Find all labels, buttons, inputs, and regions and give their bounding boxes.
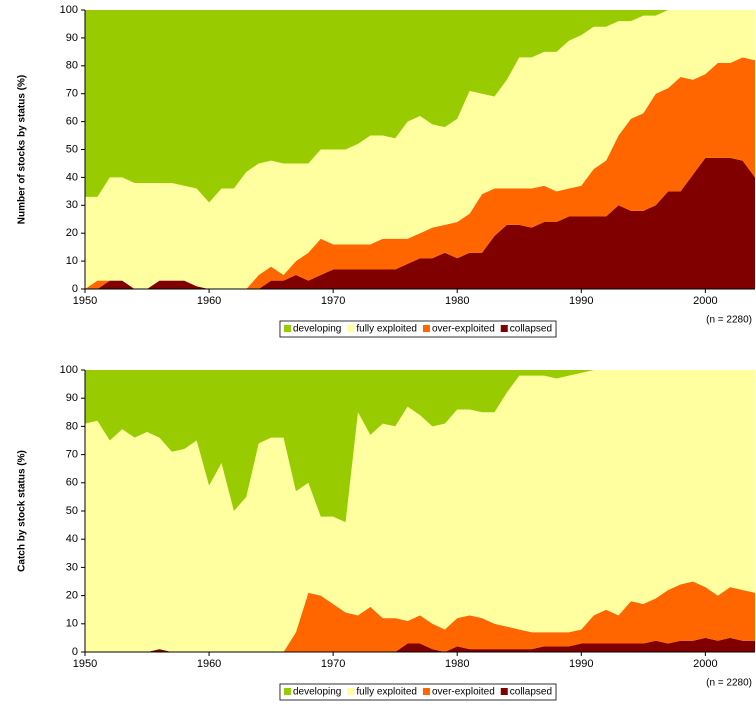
y-tick-label: 20 xyxy=(66,590,78,602)
y-tick-label: 10 xyxy=(66,255,78,267)
x-tick-label: 1950 xyxy=(73,295,97,307)
y-tick-label: 10 xyxy=(66,618,78,630)
y-tick-label: 40 xyxy=(66,533,78,545)
y-tick-label: 30 xyxy=(66,561,78,573)
x-tick-label: 1970 xyxy=(321,658,345,670)
y-axis-label: Catch by stock status (%) xyxy=(17,450,28,572)
legend-swatch xyxy=(500,325,508,332)
legend-swatch xyxy=(422,325,430,332)
legend-label: developing xyxy=(293,687,341,698)
x-tick-label: 1960 xyxy=(197,658,221,670)
y-axis-label: Number of stocks by status (%) xyxy=(17,75,28,224)
legend-swatch xyxy=(283,325,291,332)
y-tick-label: 20 xyxy=(66,227,78,239)
area xyxy=(85,370,755,652)
area xyxy=(85,581,755,652)
y-tick-label: 50 xyxy=(66,143,78,155)
annotation: (n = 2280) xyxy=(706,315,752,326)
legend-swatch xyxy=(347,325,355,332)
legend-swatch xyxy=(500,688,508,695)
y-tick-label: 30 xyxy=(66,199,78,211)
legend-label: fully exploited xyxy=(356,324,417,335)
x-tick-label: 2000 xyxy=(693,658,717,670)
area xyxy=(85,10,755,203)
y-tick-label: 100 xyxy=(60,4,78,16)
y-tick-label: 80 xyxy=(66,60,78,72)
legend-swatch xyxy=(283,688,291,695)
legend-label: over-exploited xyxy=(432,324,495,335)
x-tick-label: 1970 xyxy=(321,295,345,307)
area xyxy=(85,10,755,289)
legend-label: over-exploited xyxy=(432,687,495,698)
legend-label: developing xyxy=(293,324,341,335)
legend: developing fully exploited over-exploited c… xyxy=(279,683,557,701)
area xyxy=(85,370,755,523)
y-tick-label: 50 xyxy=(66,505,78,517)
legend-label: collapsed xyxy=(510,324,552,335)
x-tick-label: 1990 xyxy=(569,295,593,307)
x-tick-label: 1980 xyxy=(445,658,469,670)
area xyxy=(85,57,755,290)
x-tick-label: 1980 xyxy=(445,295,469,307)
y-tick-label: 70 xyxy=(66,449,78,461)
y-tick-label: 0 xyxy=(72,283,78,295)
x-tick-label: 1950 xyxy=(73,658,97,670)
area xyxy=(85,637,755,652)
y-tick-label: 60 xyxy=(66,477,78,489)
y-tick-label: 0 xyxy=(72,646,78,658)
annotation: (n = 2280) xyxy=(706,678,752,689)
x-tick-label: 1960 xyxy=(197,295,221,307)
legend-label: fully exploited xyxy=(356,687,417,698)
legend: developing fully exploited over-exploited c… xyxy=(279,320,557,338)
x-tick-label: 1990 xyxy=(569,658,593,670)
x-tick-label: 2000 xyxy=(693,295,717,307)
y-tick-label: 100 xyxy=(60,364,78,376)
y-tick-label: 70 xyxy=(66,88,78,100)
legend-swatch xyxy=(422,688,430,695)
y-tick-label: 90 xyxy=(66,392,78,404)
y-tick-label: 40 xyxy=(66,171,78,183)
y-tick-label: 60 xyxy=(66,116,78,128)
y-tick-label: 80 xyxy=(66,420,78,432)
legend-label: collapsed xyxy=(510,687,552,698)
y-tick-label: 90 xyxy=(66,32,78,44)
legend-swatch xyxy=(347,688,355,695)
area xyxy=(85,157,755,289)
